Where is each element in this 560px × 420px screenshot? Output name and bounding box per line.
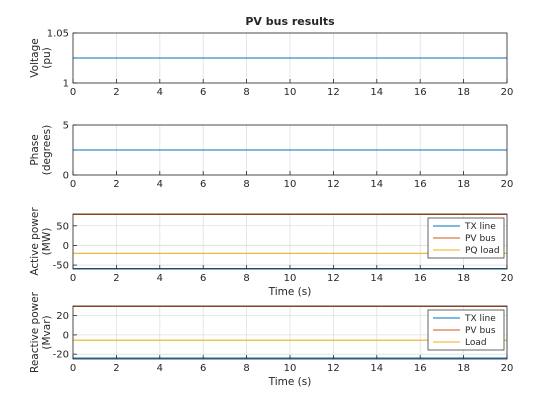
x-tick-label: 14 bbox=[370, 87, 383, 98]
x-tick-label: 0 bbox=[70, 179, 76, 190]
x-axis-label: Time (s) bbox=[268, 376, 312, 388]
y-tick-label: 5 bbox=[63, 121, 69, 132]
y-axis-label-line: Active power bbox=[29, 207, 41, 276]
x-tick-label: 16 bbox=[414, 87, 427, 98]
x-tick-label: 2 bbox=[113, 179, 119, 190]
y-axis-label: Active power(MW) bbox=[29, 207, 53, 276]
y-axis-label-line: Reactive power bbox=[29, 291, 41, 373]
legend: TX line PV bus PQ load bbox=[427, 217, 505, 259]
y-axis-label-line: (degrees) bbox=[41, 125, 53, 175]
y-tick-label: 50 bbox=[56, 221, 69, 232]
y-axis-label-line: (MW) bbox=[41, 228, 53, 256]
y-axis-label: Voltage(pu) bbox=[29, 38, 53, 77]
x-tick-label: 10 bbox=[284, 179, 297, 190]
legend: TX line PV bus Load bbox=[427, 309, 505, 351]
y-tick-label: -50 bbox=[53, 261, 69, 272]
y-tick-label: -20 bbox=[53, 350, 69, 361]
x-tick-label: 6 bbox=[200, 363, 206, 374]
legend-label: PV bus bbox=[465, 234, 496, 244]
x-tick-label: 10 bbox=[284, 363, 297, 374]
x-tick-label: 4 bbox=[157, 363, 163, 374]
y-axis-label: Reactive power(Mvar) bbox=[29, 291, 53, 373]
legend-label: Load bbox=[465, 338, 487, 348]
x-tick-label: 20 bbox=[501, 87, 514, 98]
legend-label: TX line bbox=[464, 314, 496, 324]
x-tick-label: 20 bbox=[501, 363, 514, 374]
y-tick-label: 0 bbox=[63, 330, 69, 341]
x-tick-label: 4 bbox=[157, 179, 163, 190]
y-tick-label: 20 bbox=[56, 311, 69, 322]
legend-label: TX line bbox=[464, 222, 496, 232]
x-tick-label: 2 bbox=[113, 273, 119, 284]
y-tick-label: 0 bbox=[63, 171, 69, 182]
y-axis-label-line: (Mvar) bbox=[41, 315, 53, 349]
x-tick-label: 14 bbox=[370, 273, 383, 284]
x-tick-label: 20 bbox=[501, 273, 514, 284]
x-tick-label: 12 bbox=[327, 363, 340, 374]
x-tick-label: 10 bbox=[284, 273, 297, 284]
x-tick-label: 14 bbox=[370, 363, 383, 374]
subplot-2: 0 2 4 6 8 10 12 14 16 18 20 0 5 Phase(degrees) bbox=[29, 121, 513, 191]
x-tick-label: 16 bbox=[414, 363, 427, 374]
x-tick-label: 8 bbox=[243, 363, 249, 374]
x-tick-label: 14 bbox=[370, 179, 383, 190]
x-tick-label: 12 bbox=[327, 179, 340, 190]
y-tick-label: 1.05 bbox=[47, 29, 69, 40]
x-tick-label: 12 bbox=[327, 273, 340, 284]
x-tick-label: 18 bbox=[457, 87, 470, 98]
x-tick-label: 2 bbox=[113, 87, 119, 98]
x-tick-label: 20 bbox=[501, 179, 514, 190]
x-tick-label: 16 bbox=[414, 273, 427, 284]
x-tick-label: 0 bbox=[70, 273, 76, 284]
x-axis-label: Time (s) bbox=[268, 286, 312, 298]
x-tick-label: 2 bbox=[113, 363, 119, 374]
x-tick-label: 6 bbox=[200, 179, 206, 190]
y-axis-label-line: (pu) bbox=[41, 47, 53, 69]
x-tick-label: 8 bbox=[243, 87, 249, 98]
legend-label: PQ load bbox=[465, 246, 500, 256]
y-tick-label: 1 bbox=[63, 79, 69, 90]
figure-title: PV bus results bbox=[245, 15, 335, 28]
x-tick-label: 16 bbox=[414, 179, 427, 190]
x-tick-label: 18 bbox=[457, 179, 470, 190]
x-tick-label: 8 bbox=[243, 273, 249, 284]
x-tick-label: 4 bbox=[157, 87, 163, 98]
x-tick-label: 0 bbox=[70, 363, 76, 374]
y-axis-label-line: Voltage bbox=[29, 38, 41, 77]
legend-label: PV bus bbox=[465, 326, 496, 336]
x-tick-label: 10 bbox=[284, 87, 297, 98]
y-tick-label: 0 bbox=[63, 241, 69, 252]
x-tick-label: 12 bbox=[327, 87, 340, 98]
y-axis-label-line: Phase bbox=[29, 134, 41, 165]
x-tick-label: 0 bbox=[70, 87, 76, 98]
x-tick-label: 4 bbox=[157, 273, 163, 284]
x-tick-label: 6 bbox=[200, 87, 206, 98]
x-tick-label: 6 bbox=[200, 273, 206, 284]
x-tick-label: 8 bbox=[243, 179, 249, 190]
x-tick-label: 18 bbox=[457, 273, 470, 284]
x-tick-label: 18 bbox=[457, 363, 470, 374]
y-axis-label: Phase(degrees) bbox=[29, 125, 53, 175]
